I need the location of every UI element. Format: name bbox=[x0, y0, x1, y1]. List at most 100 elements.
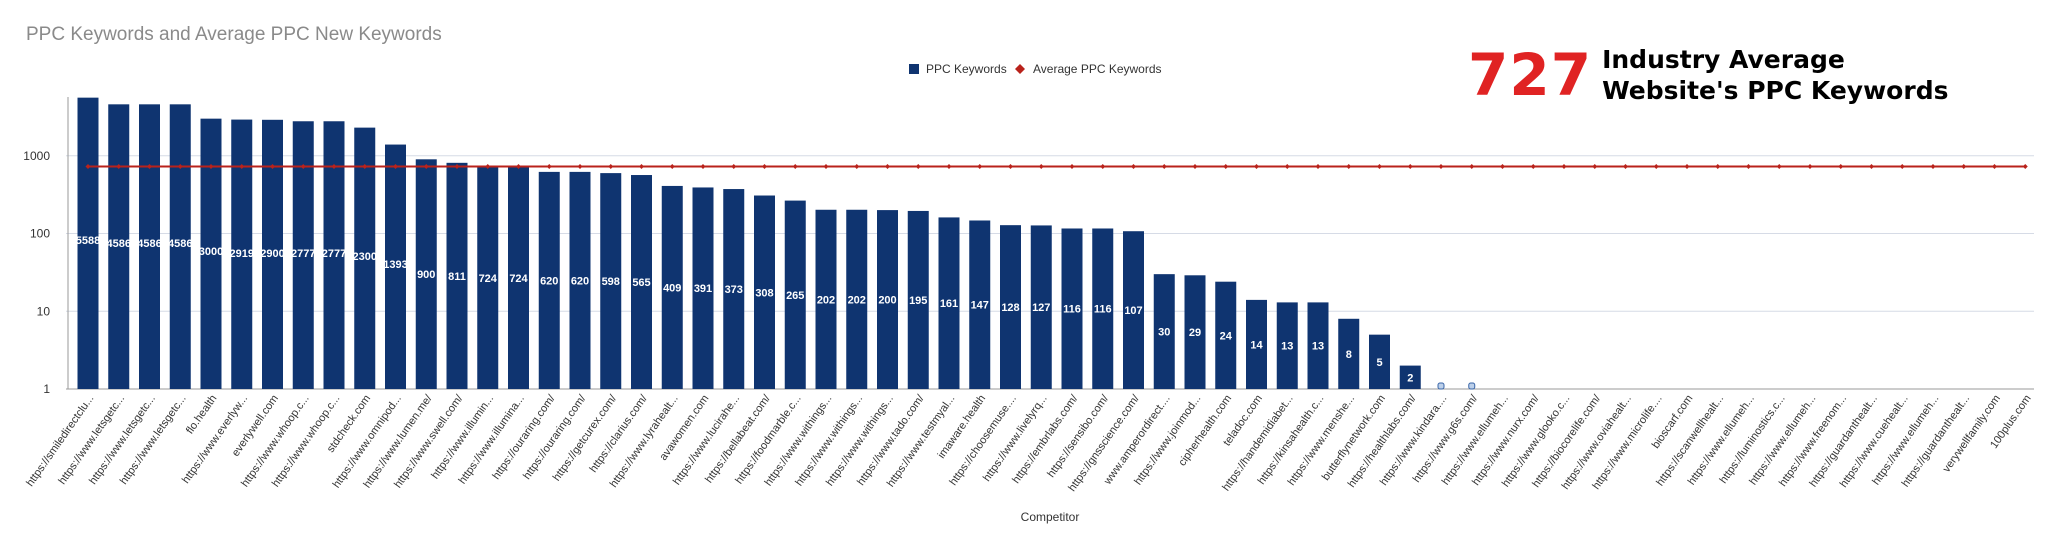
bar bbox=[569, 171, 591, 389]
bar bbox=[108, 104, 130, 390]
average-marker bbox=[116, 164, 122, 170]
data-label: 620 bbox=[571, 275, 589, 287]
average-marker bbox=[1008, 164, 1013, 170]
data-label: 4586 bbox=[168, 238, 192, 250]
average-marker bbox=[208, 164, 214, 170]
bar bbox=[354, 127, 376, 389]
average-marker bbox=[485, 164, 491, 170]
average-marker bbox=[1961, 164, 1967, 170]
data-label: 598 bbox=[602, 276, 620, 288]
x-axis-title: Competitor bbox=[1021, 510, 1080, 524]
average-marker bbox=[1623, 164, 1628, 170]
average-marker bbox=[1530, 164, 1536, 170]
data-label: 5 bbox=[1376, 357, 1382, 369]
average-marker bbox=[700, 164, 706, 170]
data-label: 2777 bbox=[322, 248, 346, 260]
average-marker bbox=[1069, 164, 1075, 170]
data-label: 724 bbox=[509, 273, 528, 285]
average-marker bbox=[546, 164, 552, 170]
data-label: 265 bbox=[786, 290, 804, 302]
average-marker bbox=[85, 164, 91, 170]
data-label: 2919 bbox=[230, 248, 254, 260]
bar bbox=[846, 209, 868, 389]
bar bbox=[1338, 318, 1360, 389]
bar bbox=[1123, 231, 1144, 389]
industry-average-caption: Industry Average Website's PPC Keywords bbox=[1602, 45, 1949, 105]
y-tick-label: 10 bbox=[37, 304, 51, 318]
x-tick-label: verywellfamily.com bbox=[1941, 393, 2003, 475]
legend-swatch-average bbox=[1015, 64, 1025, 74]
average-marker bbox=[1561, 164, 1567, 170]
data-label: 13 bbox=[1281, 341, 1293, 353]
data-label: 1393 bbox=[383, 259, 407, 271]
average-marker bbox=[1592, 164, 1598, 170]
data-label: 5588 bbox=[76, 235, 100, 247]
average-marker bbox=[731, 164, 737, 170]
average-marker bbox=[854, 164, 860, 170]
data-label: 2300 bbox=[353, 251, 377, 263]
bar bbox=[1000, 225, 1021, 389]
average-marker bbox=[2022, 164, 2028, 170]
data-label: 2777 bbox=[291, 248, 315, 260]
industry-average-callout: 727 Industry Average Website's PPC Keywo… bbox=[1468, 44, 1948, 106]
data-label: 116 bbox=[1063, 304, 1081, 316]
bar bbox=[1369, 334, 1390, 389]
average-marker bbox=[1500, 164, 1505, 170]
data-label: 24 bbox=[1220, 330, 1233, 342]
data-label: 116 bbox=[1094, 304, 1112, 316]
data-label: 29 bbox=[1189, 327, 1201, 339]
average-marker bbox=[239, 164, 245, 170]
data-label: 127 bbox=[1032, 302, 1050, 314]
data-label: 202 bbox=[817, 294, 835, 306]
bar bbox=[508, 166, 529, 389]
bar bbox=[877, 210, 898, 389]
data-label: 8 bbox=[1346, 349, 1352, 361]
average-marker bbox=[1715, 164, 1721, 170]
bar bbox=[1215, 281, 1237, 389]
average-marker bbox=[669, 164, 675, 170]
average-marker bbox=[1100, 164, 1106, 170]
average-marker bbox=[1776, 164, 1782, 170]
data-label: 2 bbox=[1407, 372, 1413, 384]
average-marker bbox=[977, 164, 983, 170]
bar bbox=[938, 217, 960, 389]
average-marker bbox=[1930, 164, 1936, 170]
y-tick-label: 1000 bbox=[23, 149, 50, 163]
bar bbox=[77, 97, 99, 389]
average-marker bbox=[1192, 164, 1198, 170]
data-label: 308 bbox=[755, 287, 773, 299]
data-label: 409 bbox=[663, 282, 681, 294]
legend-label-average: Average PPC Keywords bbox=[1033, 62, 1162, 76]
average-marker bbox=[1869, 164, 1874, 170]
average-marker bbox=[1131, 164, 1136, 170]
bar bbox=[631, 175, 652, 389]
data-label: 565 bbox=[632, 277, 650, 289]
data-label: 30 bbox=[1158, 327, 1170, 339]
average-marker bbox=[823, 164, 829, 170]
bar bbox=[1184, 275, 1206, 389]
average-marker bbox=[1161, 164, 1167, 170]
data-label: 202 bbox=[848, 294, 866, 306]
data-label: 195 bbox=[909, 295, 927, 307]
chart-title: PPC Keywords and Average PPC New Keyword… bbox=[26, 24, 442, 45]
average-marker bbox=[300, 164, 306, 170]
data-label: 14 bbox=[1250, 339, 1263, 351]
average-marker bbox=[393, 164, 398, 170]
bar bbox=[262, 119, 283, 389]
bar bbox=[1399, 365, 1421, 389]
average-marker bbox=[177, 164, 183, 170]
industry-average-value: 727 bbox=[1468, 41, 1593, 109]
average-marker bbox=[946, 164, 952, 170]
y-tick-label: 100 bbox=[30, 227, 50, 241]
average-marker bbox=[792, 164, 798, 170]
average-marker bbox=[1899, 164, 1905, 170]
bar bbox=[661, 185, 683, 389]
bar bbox=[784, 200, 806, 389]
bar bbox=[1437, 382, 1445, 390]
bar bbox=[1153, 274, 1175, 389]
bar bbox=[723, 189, 745, 389]
average-marker bbox=[362, 164, 368, 170]
average-marker bbox=[1377, 164, 1382, 170]
bar bbox=[385, 144, 406, 389]
